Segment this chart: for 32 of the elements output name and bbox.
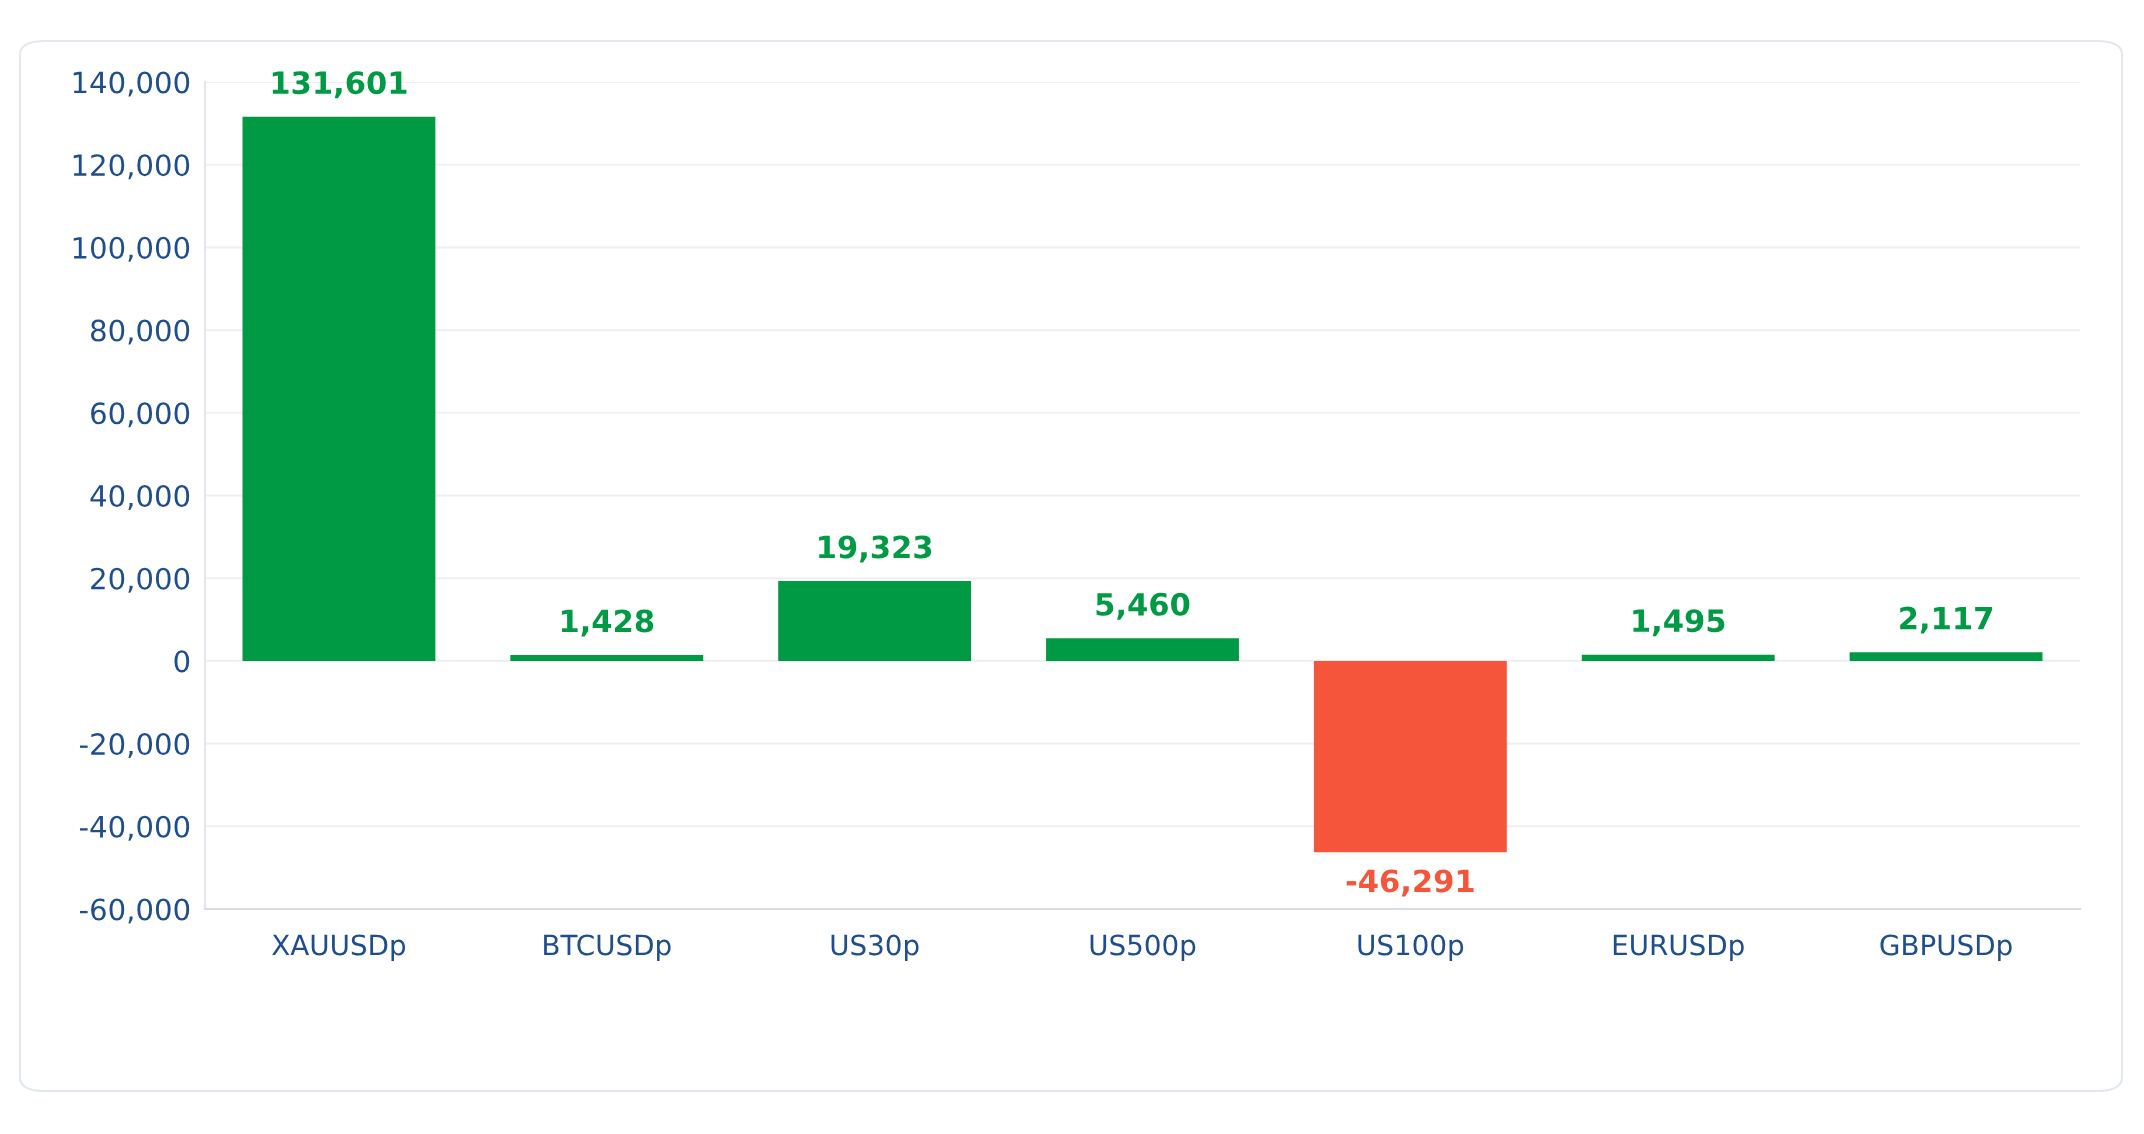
data-label: -46,291 — [1346, 869, 1474, 897]
bar — [510, 655, 704, 661]
x-tick-label: GBPUSDp — [1880, 934, 2012, 961]
bar — [1581, 654, 1775, 661]
y-tick-label: 140,000 — [73, 71, 190, 97]
bar — [778, 581, 972, 661]
x-tick-label: XAUUSDp — [272, 934, 406, 961]
x-tick-label: US500p — [1090, 934, 1196, 961]
data-label: 131,601 — [272, 71, 407, 99]
y-tick-label: -40,000 — [79, 815, 190, 841]
data-label: 5,460 — [1096, 592, 1190, 620]
data-label: 19,323 — [819, 535, 932, 563]
y-tick-label: 0 — [174, 650, 190, 673]
y-tick-label: 60,000 — [91, 402, 190, 428]
y-tick-label: 40,000 — [90, 484, 190, 510]
bar — [1046, 638, 1239, 661]
y-tick-label: 100,000 — [73, 236, 190, 262]
bar — [242, 116, 436, 661]
y-tick-label: 20,000 — [91, 567, 190, 593]
data-label: 2,117 — [1900, 606, 1992, 634]
bar — [1849, 652, 2043, 661]
x-tick-label: EURUSDp — [1613, 934, 1744, 961]
x-tick-label: US100p — [1358, 934, 1464, 961]
x-tick-label: BTCUSDp — [544, 934, 671, 961]
data-label: 1,495 — [1633, 609, 1725, 637]
y-tick-label: -20,000 — [79, 733, 190, 759]
y-tick-label: 80,000 — [91, 319, 190, 345]
y-tick-label: -60,000 — [79, 898, 190, 924]
x-tick-label: US30p — [831, 934, 919, 961]
data-label: 1,428 — [561, 609, 654, 637]
bar — [1313, 660, 1507, 853]
y-tick-label: 120,000 — [73, 154, 190, 180]
